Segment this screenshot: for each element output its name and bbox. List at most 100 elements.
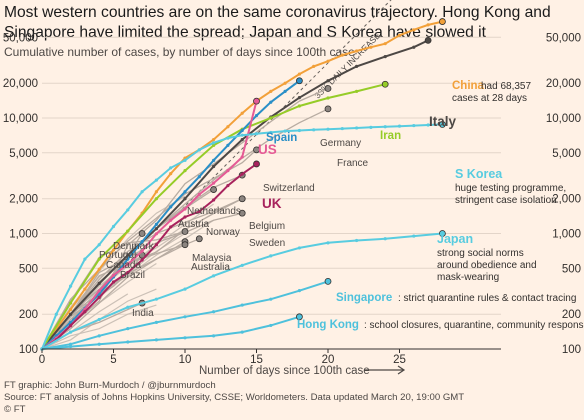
- data-point-china: [312, 64, 316, 68]
- data-point-s-korea: [169, 166, 173, 170]
- data-point-s-korea: [97, 243, 101, 247]
- data-point-hong-kong: [69, 344, 73, 349]
- data-point-hong-kong: [97, 342, 101, 346]
- y-tick-label-right: 2,000: [552, 194, 581, 206]
- data-point-iran: [154, 197, 158, 201]
- data-point-spain: [183, 190, 187, 194]
- data-point-us: [197, 192, 201, 197]
- data-point-uk: [197, 209, 201, 214]
- data-point-s-korea: [269, 130, 273, 135]
- end-marker-denmark: [181, 228, 189, 235]
- data-point-uk: [183, 215, 187, 219]
- data-point-us: [226, 169, 230, 173]
- label-norway: Norway: [206, 227, 240, 238]
- data-point-singapore: [183, 315, 187, 319]
- data-point-s-korea: [355, 126, 359, 130]
- end-marker-us: [253, 97, 260, 105]
- data-point-japan: [269, 254, 273, 258]
- data-point-uk: [83, 310, 87, 314]
- data-point-uk: [69, 323, 73, 328]
- data-point-singapore: [69, 342, 73, 346]
- data-point-italy: [297, 96, 301, 100]
- data-point-italy: [97, 281, 101, 285]
- data-point-japan: [412, 234, 416, 238]
- data-point-s-korea: [340, 126, 344, 131]
- data-point-s-korea: [140, 190, 144, 194]
- data-point-s-korea: [69, 284, 73, 288]
- data-point-iran: [212, 143, 216, 147]
- data-point-s-korea: [83, 257, 87, 261]
- data-point-uk: [240, 172, 244, 176]
- x-tick-label: 20: [322, 354, 335, 366]
- end-marker-malaysia: [195, 235, 203, 243]
- x-tick-label: 5: [110, 354, 116, 366]
- data-point-uk: [111, 280, 116, 284]
- data-point-us: [169, 218, 173, 222]
- end-marker-france: [324, 105, 332, 113]
- end-marker-sweden: [238, 209, 246, 217]
- data-point-spain: [240, 128, 244, 133]
- data-point-china: [97, 267, 101, 271]
- credit-line: FT graphic: John Burn-Murdoch / @jburnmu…: [4, 380, 216, 391]
- end-marker-austria: [210, 186, 218, 193]
- data-point-s-korea: [111, 224, 116, 229]
- data-point-japan: [183, 287, 187, 291]
- data-point-italy: [69, 312, 73, 316]
- chart-footer: FT graphic: John Burn-Murdoch / @jburnmu…: [4, 380, 464, 416]
- note2-japan: around obedience and: [437, 260, 537, 271]
- data-point-iran: [297, 104, 301, 108]
- note2-china: cases at 28 days: [452, 93, 527, 104]
- data-point-china: [69, 307, 73, 312]
- y-tick-label-right: 20,000: [546, 78, 581, 90]
- label-germany: Germany: [320, 138, 361, 149]
- data-point-china: [154, 190, 158, 194]
- data-point-iran: [269, 116, 273, 120]
- data-point-s-korea: [212, 141, 216, 145]
- data-point-japan: [69, 330, 73, 334]
- data-point-hong-kong: [212, 334, 216, 338]
- data-point-italy: [126, 253, 130, 257]
- data-point-spain: [126, 257, 130, 261]
- data-point-spain: [254, 113, 259, 118]
- data-point-singapore: [126, 327, 130, 331]
- x-axis-arrow: [364, 365, 406, 375]
- label-italy: Italy: [429, 114, 457, 129]
- data-point-s-korea: [283, 129, 287, 133]
- data-point-japan: [383, 237, 387, 241]
- data-point-singapore: [297, 289, 301, 293]
- data-point-us: [126, 262, 130, 266]
- data-point-s-korea: [126, 208, 130, 212]
- y-tick-label-left: 500: [19, 263, 38, 275]
- data-point-spain: [140, 240, 144, 244]
- label-india: India: [132, 308, 154, 319]
- x-tick-label: 0: [39, 354, 45, 366]
- data-point-us: [183, 207, 187, 211]
- chart-subtitle: Cumulative number of cases, by number of…: [4, 45, 355, 59]
- data-point-spain: [169, 205, 173, 209]
- data-point-singapore: [154, 320, 158, 324]
- data-point-s-korea: [54, 312, 58, 316]
- label-austria: Austria: [178, 219, 210, 230]
- data-point-uk: [226, 183, 230, 188]
- data-point-china: [340, 53, 344, 57]
- data-point-japan: [355, 238, 359, 243]
- label-canada: Canada: [106, 260, 141, 271]
- series-line-hong-kong: [41, 315, 300, 350]
- y-tick-label-left: 50,000: [3, 32, 38, 44]
- y-tick-label-left: 20,000: [3, 78, 38, 90]
- data-point-singapore: [269, 297, 273, 301]
- data-point-spain: [226, 143, 230, 147]
- x-tick-label: 25: [393, 354, 406, 366]
- y-tick-label-right: 500: [562, 263, 581, 275]
- data-point-uk: [154, 243, 158, 247]
- data-point-china: [269, 89, 273, 93]
- end-marker-spain: [295, 77, 303, 85]
- end-marker-iran: [381, 80, 389, 88]
- note3-japan: mask-wearing: [437, 272, 499, 283]
- data-point-s-korea: [312, 128, 316, 132]
- data-point-singapore: [97, 334, 101, 338]
- data-point-japan: [126, 305, 130, 309]
- reference-line-33pct: [41, 0, 392, 350]
- data-point-us: [97, 289, 101, 293]
- x-axis-label: Number of days since 100th case: [199, 365, 370, 377]
